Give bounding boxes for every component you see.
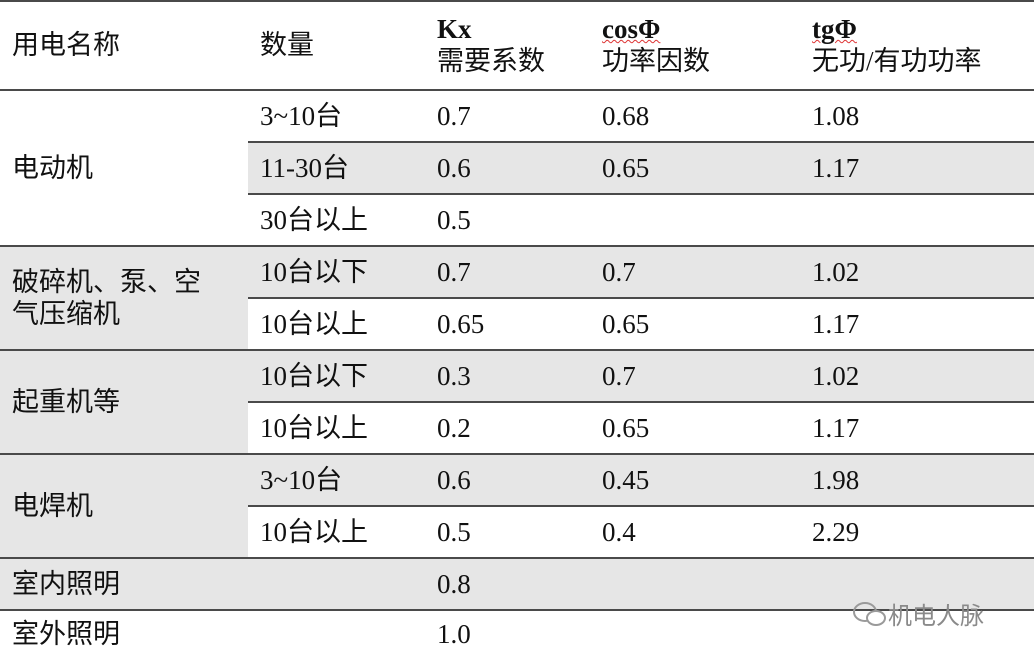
header-cell: 数量 — [248, 0, 425, 90]
group-line — [0, 349, 1034, 351]
header-cell: Kx 需要系数 — [425, 0, 590, 90]
row-shade — [248, 142, 1034, 194]
group-name: 起重机等 — [0, 350, 248, 454]
table-cell: 0.65 — [602, 153, 650, 183]
table-cell: 0.7 — [437, 101, 471, 131]
row-line — [248, 505, 1034, 507]
table-cell: 10台以下 — [260, 361, 368, 391]
watermark: 机电人脉 — [852, 596, 984, 631]
table-cell: 10台以上 — [260, 413, 368, 443]
table-cell: 1.17 — [812, 309, 860, 339]
table-cell: 2.29 — [812, 517, 860, 547]
table-cell: 10台以上 — [260, 309, 368, 339]
table-cell: 0.65 — [602, 413, 650, 443]
group-name: 电焊机 — [0, 454, 248, 558]
table-cell: 0.68 — [602, 101, 650, 131]
table-cell: 1.02 — [812, 361, 860, 391]
table-cell: 11-30台 — [260, 153, 349, 183]
group-line — [0, 245, 1034, 247]
table-cell: 0.5 — [437, 517, 471, 547]
group-name-line: 破碎机、泵、空 — [12, 267, 201, 297]
table-cell: 10台以上 — [260, 517, 368, 547]
table-cell: 3~10台 — [260, 465, 343, 495]
table-cell: 1.17 — [812, 413, 860, 443]
border-line — [0, 89, 1034, 91]
table-cell: 0.6 — [437, 153, 471, 183]
row-line — [248, 401, 1034, 403]
watermark-icon — [853, 601, 886, 626]
table-cell: 0.65 — [602, 309, 650, 339]
group-name-line: 起重机等 — [12, 387, 120, 417]
table-cell: 0.5 — [437, 205, 471, 235]
header-name: 用电名称 — [12, 30, 120, 60]
table-cell: 0.8 — [437, 569, 471, 599]
header-symbol-text: tgΦ — [812, 14, 857, 44]
table-cell: 0.7 — [602, 361, 636, 391]
row-line — [248, 141, 1034, 143]
row-shade — [248, 454, 1034, 506]
group-name-line: 电动机 — [12, 153, 93, 183]
group-line — [0, 453, 1034, 455]
header-cell: 用电名称 — [0, 0, 248, 90]
header-symbol-text: cosΦ — [602, 14, 661, 44]
group-line — [0, 557, 1034, 559]
row-line — [248, 297, 1034, 299]
header-symbol: Kx — [437, 14, 472, 44]
header-name: 功率因数 — [602, 46, 710, 76]
cell-shade — [0, 454, 248, 558]
cell-shade — [0, 246, 248, 350]
table-cell: 0.7 — [437, 257, 471, 287]
table-cell: 3~10台 — [260, 101, 343, 131]
row-shade — [248, 246, 1034, 298]
table-cell: 1.08 — [812, 101, 860, 131]
table-cell: 10台以下 — [260, 257, 368, 287]
table-cell: 0.3 — [437, 361, 471, 391]
header-symbol: tgΦ — [812, 13, 1034, 45]
group-name: 破碎机、泵、空 气压缩机 — [0, 246, 248, 350]
group-name-line: 电焊机 — [12, 491, 93, 521]
table-cell: 0.45 — [602, 465, 650, 495]
table-cell: 30台以上 — [260, 205, 368, 235]
table-cell: 0.65 — [437, 309, 485, 339]
group-name: 室内照明 — [0, 558, 248, 610]
header-symbol: cosΦ — [602, 13, 800, 45]
group-name-line: 气压缩机 — [12, 299, 120, 329]
cell-shade — [0, 558, 1034, 610]
watermark-text: 机电人脉 — [888, 602, 984, 630]
group-name-line: 室内照明 — [12, 569, 120, 599]
row-line — [248, 193, 1034, 195]
header-name: 需要系数 — [437, 46, 545, 76]
cell-shade — [0, 350, 248, 454]
table-cell: 1.17 — [812, 153, 860, 183]
header-name: 无功/有功功率 — [812, 46, 982, 76]
table-cell: 0.6 — [437, 465, 471, 495]
table-cell: 1.98 — [812, 465, 860, 495]
group-line — [0, 609, 1034, 611]
header-cell: cosΦ 功率因数 — [590, 0, 800, 90]
table-cell: 0.4 — [602, 517, 636, 547]
header-cell: tgΦ 无功/有功功率 — [800, 0, 1034, 90]
table-cell: 0.2 — [437, 413, 471, 443]
border-line — [0, 0, 1034, 2]
group-name: 电动机 — [0, 90, 248, 246]
row-shade — [248, 350, 1034, 402]
group-name-line: 室外照明 — [12, 618, 120, 649]
header-name: 数量 — [260, 30, 314, 60]
group-name: 室外照明 — [0, 610, 248, 657]
table-cell: 1.02 — [812, 257, 860, 287]
table-cell: 0.7 — [602, 257, 636, 287]
table-cell: 1.0 — [437, 618, 471, 649]
